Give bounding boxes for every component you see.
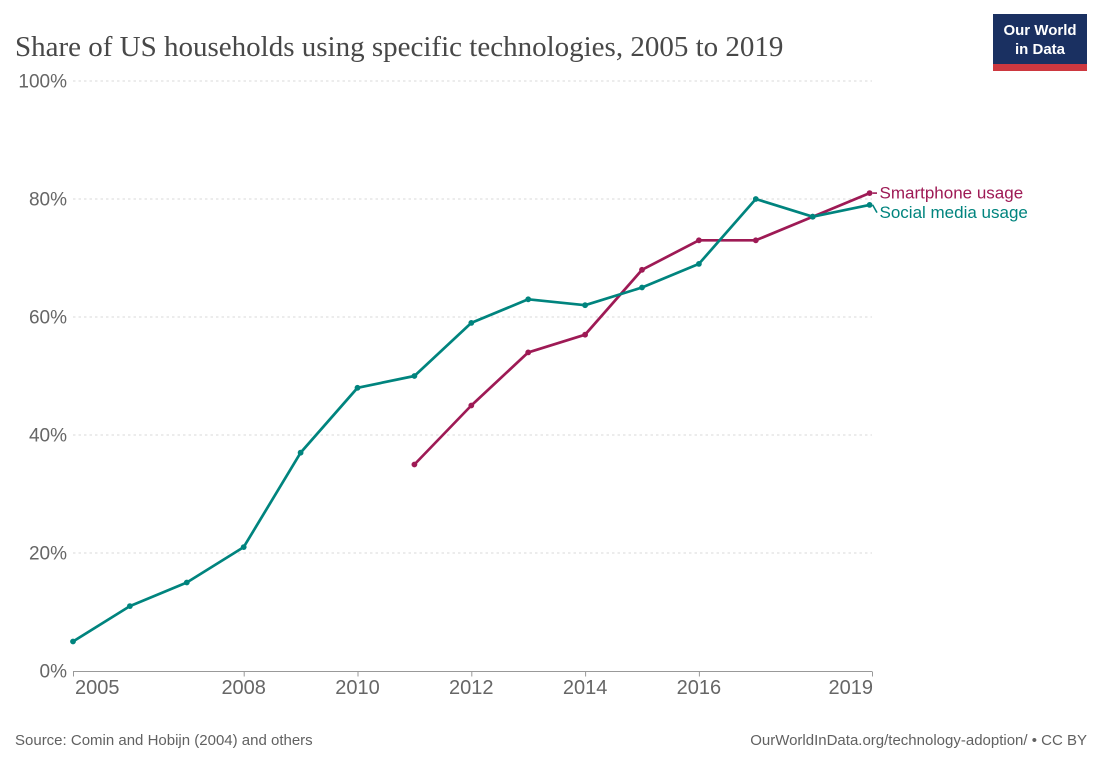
x-axis-tick-label: 2012 <box>449 677 494 699</box>
y-axis-tick-label: 100% <box>18 72 67 93</box>
data-point-marker <box>411 373 418 379</box>
data-point-marker <box>525 349 532 356</box>
x-axis-tick-label: 2005 <box>75 677 120 699</box>
chart-footer: Source: Comin and Hobijn (2004) and othe… <box>0 732 1102 756</box>
chart-title: Share of US households using specific te… <box>15 31 784 64</box>
owid-logo-line2: in Data <box>1014 41 1065 58</box>
owid-logo[interactable]: Our World in Data <box>993 14 1087 71</box>
data-point-marker <box>752 237 759 244</box>
owid-logo-line1: Our World <box>1003 22 1077 39</box>
data-point-marker <box>468 320 475 326</box>
data-point-marker <box>297 449 304 456</box>
series-label[interactable]: Social media usage <box>880 203 1028 222</box>
y-axis-tick-label: 0% <box>40 662 68 683</box>
attribution-link[interactable]: OurWorldInData.org/technology-adoption/ … <box>750 732 1087 749</box>
data-point-marker <box>582 302 588 309</box>
data-point-marker <box>411 461 418 468</box>
data-point-marker <box>468 402 475 409</box>
y-axis-tick-label: 20% <box>29 544 67 565</box>
y-axis-tick-label: 40% <box>29 426 67 447</box>
source-note: Source: Comin and Hobijn (2004) and othe… <box>15 732 313 749</box>
y-axis-tick-label: 80% <box>29 190 67 211</box>
data-point-marker <box>639 266 645 273</box>
x-axis-tick-label: 2016 <box>677 677 722 699</box>
data-point-marker <box>525 296 532 303</box>
data-point-marker <box>70 638 76 645</box>
series-label-connector <box>871 204 878 213</box>
x-axis-tick-label: 2014 <box>563 677 608 699</box>
data-point-marker <box>866 190 873 197</box>
x-axis-tick-label: 2008 <box>221 677 266 699</box>
data-point-marker <box>639 284 645 291</box>
data-point-marker <box>183 579 190 586</box>
data-point-marker <box>696 237 702 244</box>
data-point-marker <box>752 196 759 202</box>
x-axis-tick-label: 2019 <box>829 677 874 699</box>
data-point-marker <box>354 384 361 391</box>
y-axis-tick-label: 60% <box>29 308 67 329</box>
data-point-marker <box>809 213 816 220</box>
data-point-marker <box>696 261 702 267</box>
series-line <box>71 197 871 643</box>
data-point-marker <box>866 202 873 208</box>
data-point-marker <box>582 331 588 338</box>
data-point-marker <box>240 544 247 550</box>
x-axis-tick-label: 2010 <box>335 677 380 699</box>
series-line <box>413 191 871 466</box>
series-label[interactable]: Smartphone usage <box>880 184 1024 203</box>
data-point-marker <box>126 603 133 609</box>
